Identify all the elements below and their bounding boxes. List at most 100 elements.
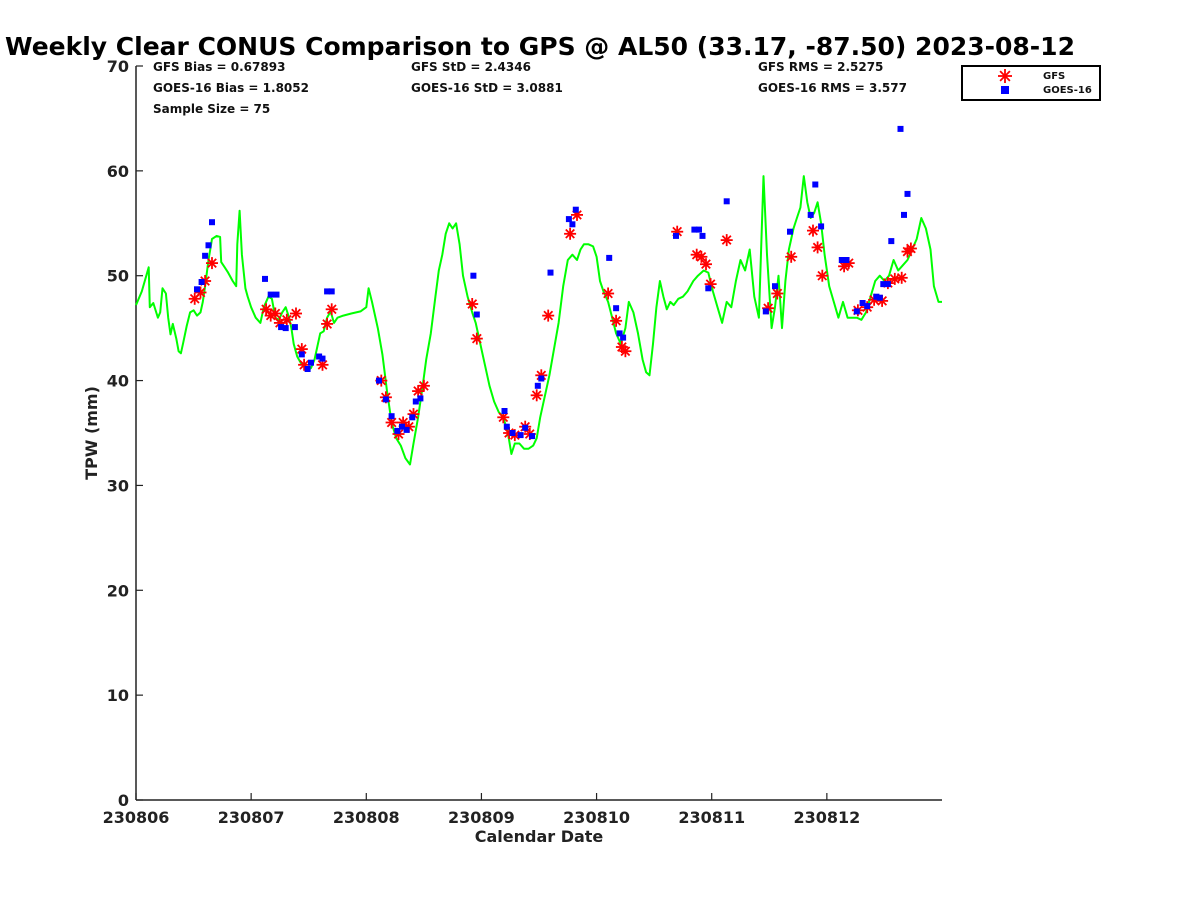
goes-point xyxy=(691,226,698,233)
goes-point xyxy=(762,308,769,315)
goes-point xyxy=(501,408,508,414)
goes-point xyxy=(399,423,405,430)
stats-panel: GFS Bias = 0.67893 GOES-16 Bias = 1.8052… xyxy=(153,60,907,116)
goes-point xyxy=(569,221,576,228)
goes-point xyxy=(291,324,298,331)
chart-title: Weekly Clear CONUS Comparison to GPS @ A… xyxy=(5,32,1075,61)
goes-point xyxy=(473,311,480,318)
gfs-point xyxy=(564,227,577,240)
legend-box xyxy=(961,65,1101,101)
gfs-point xyxy=(316,358,329,371)
x-axis-label: Calendar Date xyxy=(475,827,604,846)
goes-point xyxy=(517,432,524,439)
gps-line xyxy=(135,175,942,466)
goes-point xyxy=(273,291,280,298)
goes-point xyxy=(787,228,793,235)
x-tick-label: 230809 xyxy=(448,808,515,827)
gfs-point xyxy=(269,307,282,320)
goes-bias-text: GOES-16 Bias = 1.8052 xyxy=(153,81,309,95)
goes-point xyxy=(394,427,401,434)
x-tick-label: 230806 xyxy=(103,808,170,827)
goes-point xyxy=(522,424,529,431)
gfs-point xyxy=(720,234,733,247)
gfs-point xyxy=(904,242,917,255)
goes-point xyxy=(298,351,305,358)
goes-point xyxy=(699,232,706,239)
x-tick-label: 230811 xyxy=(678,808,745,827)
goes-point xyxy=(904,190,911,197)
gfs-point xyxy=(206,257,218,270)
goes-point xyxy=(616,330,623,337)
goes-point xyxy=(324,288,331,295)
goes-point xyxy=(807,211,814,218)
goes-point xyxy=(859,300,866,306)
gfs-point xyxy=(417,379,430,392)
y-axis-label: TPW (mm) xyxy=(82,386,101,480)
gfs-std-text: GFS StD = 2.4346 xyxy=(411,60,531,74)
gfs-point xyxy=(816,269,829,282)
gfs-point xyxy=(260,303,273,316)
goes-series xyxy=(194,125,911,440)
goes-point xyxy=(812,181,819,188)
goes-point xyxy=(620,334,627,341)
sample-size-text: Sample Size = 75 xyxy=(153,102,270,116)
gfs-point xyxy=(771,287,784,300)
goes-point xyxy=(209,219,215,226)
y-tick-label: 20 xyxy=(107,581,129,600)
goes-point xyxy=(304,366,311,372)
gfs-rms-text: GFS RMS = 2.5275 xyxy=(758,60,883,74)
goes-point xyxy=(853,308,860,315)
goes-point xyxy=(876,294,883,301)
gfs-point xyxy=(280,313,293,326)
goes-point xyxy=(606,254,613,261)
y-tick-label: 60 xyxy=(107,162,129,181)
goes-point xyxy=(572,206,579,213)
goes-point xyxy=(382,396,389,403)
gfs-point xyxy=(785,250,798,263)
goes-point xyxy=(470,272,477,279)
goes-point xyxy=(403,426,410,433)
gfs-point xyxy=(610,314,623,327)
goes-point xyxy=(308,359,314,366)
goes-point xyxy=(818,223,825,230)
gfs-point xyxy=(619,345,632,358)
x-tick-label: 230812 xyxy=(793,808,860,827)
goes-point xyxy=(267,291,274,298)
legend-goes-square-icon xyxy=(1001,86,1009,94)
gfs-point xyxy=(470,332,483,345)
gfs-point xyxy=(290,307,302,320)
goes-point xyxy=(565,216,572,223)
goes-point xyxy=(503,423,510,430)
goes-point xyxy=(278,324,285,331)
goes-point xyxy=(897,125,904,132)
gfs-point xyxy=(466,298,479,310)
gfs-point xyxy=(811,241,824,254)
y-tick-label: 40 xyxy=(107,372,129,391)
goes-point xyxy=(673,232,679,239)
goes-point xyxy=(529,433,536,440)
goes-point xyxy=(772,283,778,290)
y-tick-label: 50 xyxy=(107,267,129,286)
x-tick-label: 230807 xyxy=(218,808,285,827)
gfs-point xyxy=(602,287,615,300)
goes-point xyxy=(388,413,395,420)
y-tick-label: 0 xyxy=(118,791,129,810)
axes: 0 10 20 30 40 50 60 70 230806 230807 230808 230809 2… xyxy=(103,57,942,827)
goes-point xyxy=(843,257,850,263)
goes-point xyxy=(417,395,424,402)
gfs-point xyxy=(530,389,543,402)
goes-point xyxy=(864,303,871,310)
y-tick-label: 10 xyxy=(107,686,129,705)
legend-gfs-asterisk xyxy=(998,69,1012,83)
goes-point xyxy=(884,281,891,288)
goes-point xyxy=(705,285,712,292)
goes-point xyxy=(198,279,205,285)
goes-point xyxy=(262,275,268,282)
goes-point xyxy=(319,355,326,362)
goes-point xyxy=(328,288,335,295)
goes-point xyxy=(316,353,323,360)
gfs-point xyxy=(895,271,908,284)
goes-point xyxy=(613,305,620,312)
gfs-point xyxy=(542,309,555,322)
